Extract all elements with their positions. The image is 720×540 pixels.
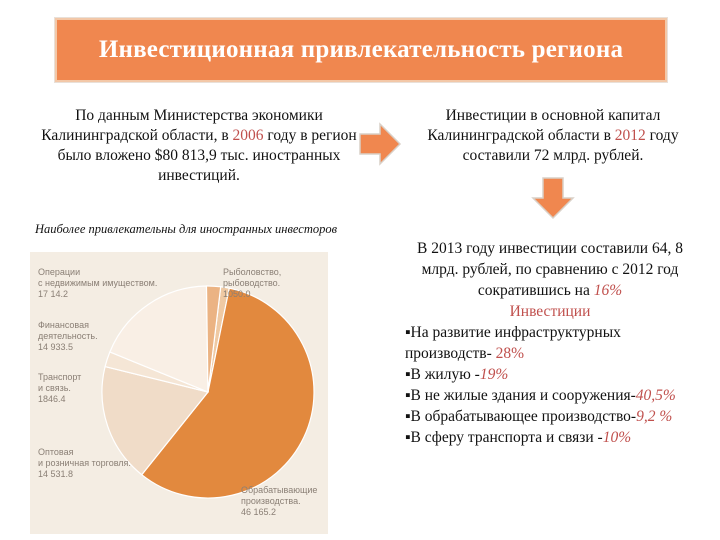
slice-manufacturing xyxy=(140,287,315,499)
label-realty-line1: Операции xyxy=(38,267,81,277)
bullet-icon: ▪ xyxy=(405,408,411,425)
list-item-pct: 19% xyxy=(479,366,509,383)
investment-summary-pct: 16% xyxy=(593,282,623,299)
label-fishing: Рыболовство, рыбоводство. 1050.0 xyxy=(223,267,281,300)
left-paragraph-text-1: По данным Министерства экономики Калинин… xyxy=(41,107,323,144)
label-realty-value: 17 14.2 xyxy=(38,289,69,299)
right-paragraph: Инвестиции в основной капитал Калинингра… xyxy=(418,106,688,166)
list-item: ▪В жилую -19% xyxy=(405,364,695,385)
list-item-text: В обрабатывающее производство- xyxy=(410,408,637,425)
label-fishing-line2: рыбоводство. xyxy=(223,278,281,288)
label-trade-line2: и розничная торговля. xyxy=(38,458,131,468)
label-trade: Оптовая и розничная торговля. 14 531.8 xyxy=(38,447,131,480)
list-item: ▪В обрабатывающее производство-9,2 % xyxy=(405,406,695,427)
label-manufacturing-line2: производства. xyxy=(241,496,301,506)
right-text-block: В 2013 году инвестиции составили 64, 8 м… xyxy=(405,238,695,448)
slice-finance xyxy=(109,285,209,393)
label-finance: Финансовая деятельность. 14 933.5 xyxy=(38,320,98,353)
label-manufacturing-line1: Обрабатывающие xyxy=(241,485,318,495)
investment-summary-text: В 2013 году инвестиции составили 64, 8 м… xyxy=(417,240,683,299)
chart-caption: Наиболее привлекательны для иностранных … xyxy=(34,222,338,236)
label-transport-line1: Транспорт xyxy=(38,372,82,382)
slice-trade xyxy=(101,365,210,476)
investment-list: ▪На развитие инфраструктурных производст… xyxy=(405,322,695,448)
right-paragraph-year: 2012 xyxy=(614,127,646,144)
list-item: ▪В сферу транспорта и связи -10% xyxy=(405,427,695,448)
label-trade-line1: Оптовая xyxy=(38,447,74,457)
label-manufacturing-value: 46 165.2 xyxy=(241,507,277,517)
label-manufacturing: Обрабатывающие производства. 46 165.2 xyxy=(241,485,317,518)
left-paragraph: По данным Министерства экономики Калинин… xyxy=(34,106,364,186)
list-item-text: В не жилые здания и сооружения- xyxy=(410,387,636,404)
list-item-pct: 28% xyxy=(495,345,525,362)
list-item-pct: 9,2 % xyxy=(636,408,673,425)
slice-realty xyxy=(205,285,222,393)
title-banner: Инвестиционная привлекательность региона xyxy=(54,17,668,83)
list-item-text: В жилую - xyxy=(410,366,480,383)
bullet-icon: ▪ xyxy=(405,429,411,446)
list-item: ▪В не жилые здания и сооружения-40,5% xyxy=(405,385,695,406)
left-paragraph-year: 2006 xyxy=(232,127,264,144)
label-fishing-line1: Рыболовство, xyxy=(223,267,282,277)
label-realty: Операции с недвижимым имуществом. 17 14.… xyxy=(38,267,157,300)
bullet-icon: ▪ xyxy=(405,366,411,383)
bullet-icon: ▪ xyxy=(405,387,411,404)
investment-heading: Инвестиции xyxy=(509,303,591,320)
label-finance-line1: Финансовая xyxy=(38,320,89,330)
page-title: Инвестиционная привлекательность региона xyxy=(98,36,624,63)
label-transport-line2: и связь. xyxy=(38,383,71,393)
arrow-right-icon xyxy=(359,122,402,166)
label-transport: Транспорт и связь. 1846.4 xyxy=(38,372,81,405)
right-paragraph-text-1: Инвестиции в основной капитал Калинингра… xyxy=(427,107,661,144)
investment-summary: В 2013 году инвестиции составили 64, 8 м… xyxy=(405,238,695,301)
left-paragraph-text-2: году в регион было вложено $80 813,9 тыс… xyxy=(57,127,357,184)
bullet-icon: ▪ xyxy=(405,324,411,341)
list-item-pct: 40,5% xyxy=(635,387,676,404)
label-finance-value: 14 933.5 xyxy=(38,342,74,352)
list-item-text: В сферу транспорта и связи - xyxy=(410,429,603,446)
list-item: ▪На развитие инфраструктурных производст… xyxy=(405,322,695,364)
list-item-pct: 10% xyxy=(602,429,632,446)
label-finance-line2: деятельность. xyxy=(38,331,98,341)
list-item-text: На развитие инфраструктурных производств… xyxy=(405,324,621,362)
pie-chart-svg xyxy=(101,285,315,499)
label-trade-value: 14 531.8 xyxy=(38,469,74,479)
right-paragraph-text-2: году составили 72 млрд. рублей. xyxy=(462,127,679,164)
label-fishing-value: 1050.0 xyxy=(223,289,251,299)
pie-chart: Операции с недвижимым имуществом. 17 14.… xyxy=(30,252,328,534)
label-transport-value: 1846.4 xyxy=(38,394,66,404)
label-realty-line2: с недвижимым имуществом. xyxy=(38,278,158,288)
arrow-down-icon xyxy=(531,177,575,220)
